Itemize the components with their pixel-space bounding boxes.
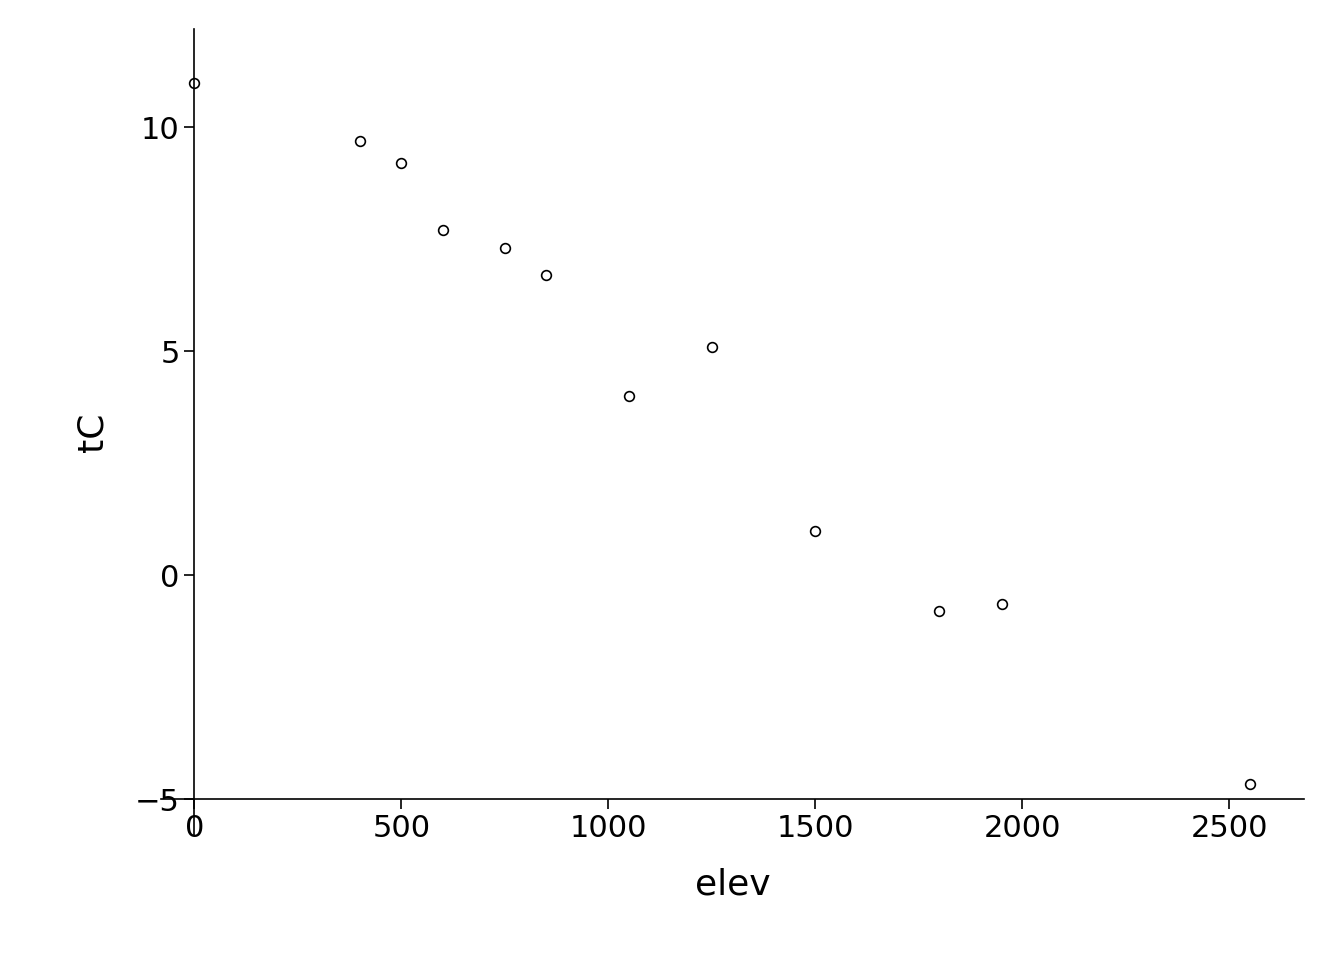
Point — [184, 75, 206, 90]
Point — [805, 523, 827, 539]
Point — [929, 604, 950, 619]
Point — [349, 133, 371, 149]
Point — [618, 389, 640, 404]
Point — [535, 268, 556, 283]
Point — [431, 223, 453, 238]
Point — [391, 156, 413, 171]
Y-axis label: tC: tC — [75, 412, 110, 452]
Point — [1239, 776, 1261, 791]
X-axis label: elev: elev — [695, 868, 770, 902]
Point — [495, 241, 516, 256]
Point — [991, 597, 1012, 612]
Point — [702, 339, 723, 354]
